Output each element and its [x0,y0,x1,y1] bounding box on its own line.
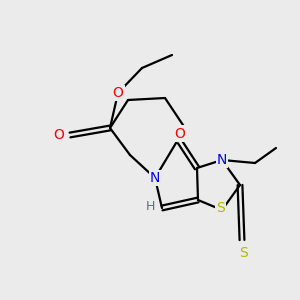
Text: S: S [239,246,248,260]
Text: O: O [175,127,185,140]
Text: N: N [150,171,160,185]
Text: H: H [146,200,155,213]
Text: O: O [112,86,123,100]
Text: S: S [216,202,225,215]
Text: O: O [54,128,64,142]
Text: N: N [217,153,227,167]
